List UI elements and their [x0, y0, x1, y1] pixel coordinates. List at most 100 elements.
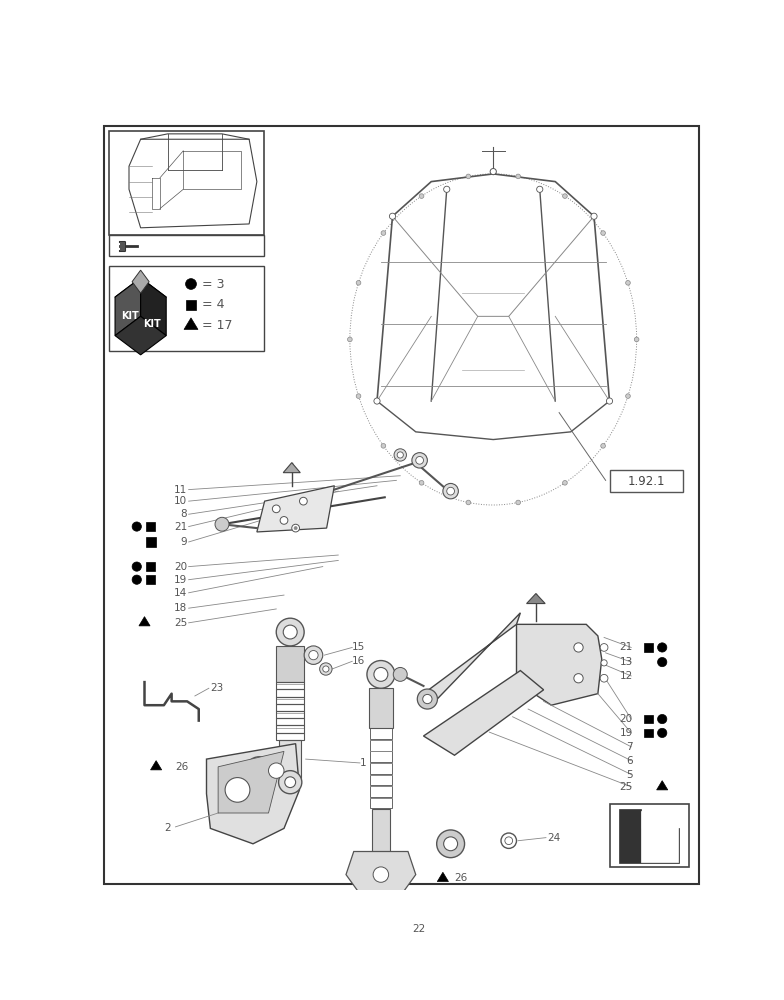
Text: 12: 12 [619, 671, 633, 681]
Circle shape [374, 398, 380, 404]
Text: 19: 19 [619, 728, 633, 738]
Bar [609, 804, 689, 867]
Circle shape [417, 689, 437, 709]
Text: 19: 19 [174, 575, 187, 585]
Polygon shape [184, 318, 198, 329]
Circle shape [397, 452, 403, 458]
Polygon shape [657, 781, 668, 790]
Circle shape [132, 522, 141, 531]
Polygon shape [423, 671, 543, 755]
Circle shape [292, 524, 299, 532]
Circle shape [132, 575, 141, 584]
Circle shape [591, 213, 597, 219]
Circle shape [381, 444, 386, 448]
Polygon shape [346, 852, 416, 902]
Circle shape [347, 337, 352, 342]
Circle shape [658, 643, 667, 652]
Circle shape [132, 562, 141, 571]
Text: 8: 8 [180, 509, 187, 519]
Circle shape [466, 500, 470, 505]
Circle shape [394, 449, 406, 461]
Circle shape [377, 942, 393, 958]
Circle shape [272, 505, 280, 513]
Bar [644, 729, 652, 737]
Circle shape [245, 757, 273, 785]
Circle shape [437, 830, 465, 858]
Circle shape [373, 867, 389, 882]
Text: 1.92.1: 1.92.1 [627, 475, 665, 488]
Circle shape [490, 169, 496, 175]
Polygon shape [641, 811, 677, 862]
Bar [609, 470, 683, 492]
Circle shape [574, 643, 583, 652]
Bar [146, 537, 156, 547]
Text: 20: 20 [619, 714, 633, 724]
Polygon shape [139, 617, 150, 626]
Bar [186, 300, 196, 310]
Text: = 4: = 4 [201, 298, 224, 311]
Polygon shape [283, 463, 300, 473]
Polygon shape [132, 270, 149, 293]
Circle shape [356, 281, 361, 285]
Polygon shape [140, 278, 166, 336]
Polygon shape [257, 486, 334, 532]
Text: 25: 25 [619, 782, 633, 792]
Circle shape [537, 186, 543, 192]
Circle shape [419, 481, 424, 485]
Circle shape [658, 657, 667, 667]
Text: 16: 16 [352, 656, 365, 666]
Polygon shape [276, 646, 304, 682]
Circle shape [390, 213, 396, 219]
Circle shape [606, 398, 612, 404]
Polygon shape [115, 278, 166, 316]
Text: 14: 14 [174, 588, 187, 598]
Circle shape [505, 837, 513, 845]
Circle shape [626, 281, 630, 285]
Circle shape [367, 661, 395, 688]
Circle shape [601, 660, 607, 666]
Circle shape [285, 777, 296, 788]
Circle shape [294, 527, 297, 530]
Text: = 3: = 3 [201, 278, 224, 291]
Polygon shape [369, 688, 393, 728]
Text: KIT: KIT [122, 311, 139, 321]
Text: 2: 2 [164, 823, 170, 833]
Circle shape [412, 453, 427, 468]
Text: 5: 5 [626, 770, 633, 780]
Bar [147, 522, 155, 531]
Text: 11: 11 [174, 485, 187, 495]
Polygon shape [218, 751, 284, 813]
Text: 10: 10 [174, 496, 187, 506]
Circle shape [381, 231, 386, 235]
Bar [109, 235, 264, 256]
Polygon shape [115, 278, 140, 336]
Polygon shape [517, 624, 602, 705]
Circle shape [276, 618, 304, 646]
Circle shape [419, 194, 424, 198]
Text: 15: 15 [352, 642, 365, 652]
Bar [147, 575, 155, 584]
Circle shape [423, 694, 432, 704]
Polygon shape [372, 809, 390, 852]
Circle shape [516, 174, 521, 179]
Text: 6: 6 [626, 756, 633, 766]
Circle shape [278, 771, 302, 794]
Circle shape [563, 481, 568, 485]
Text: KIT: KIT [143, 319, 161, 329]
Text: 18: 18 [174, 603, 187, 613]
Text: 24: 24 [547, 833, 561, 843]
Text: 1: 1 [360, 758, 367, 768]
Circle shape [626, 394, 630, 398]
Circle shape [304, 646, 323, 664]
Circle shape [444, 186, 450, 192]
Bar [644, 643, 652, 652]
Polygon shape [527, 594, 545, 604]
Circle shape [563, 194, 568, 198]
Circle shape [252, 764, 267, 778]
Circle shape [320, 663, 332, 675]
Circle shape [309, 651, 318, 660]
Circle shape [447, 487, 455, 495]
Circle shape [356, 394, 361, 398]
Circle shape [416, 456, 423, 464]
Polygon shape [120, 242, 125, 251]
